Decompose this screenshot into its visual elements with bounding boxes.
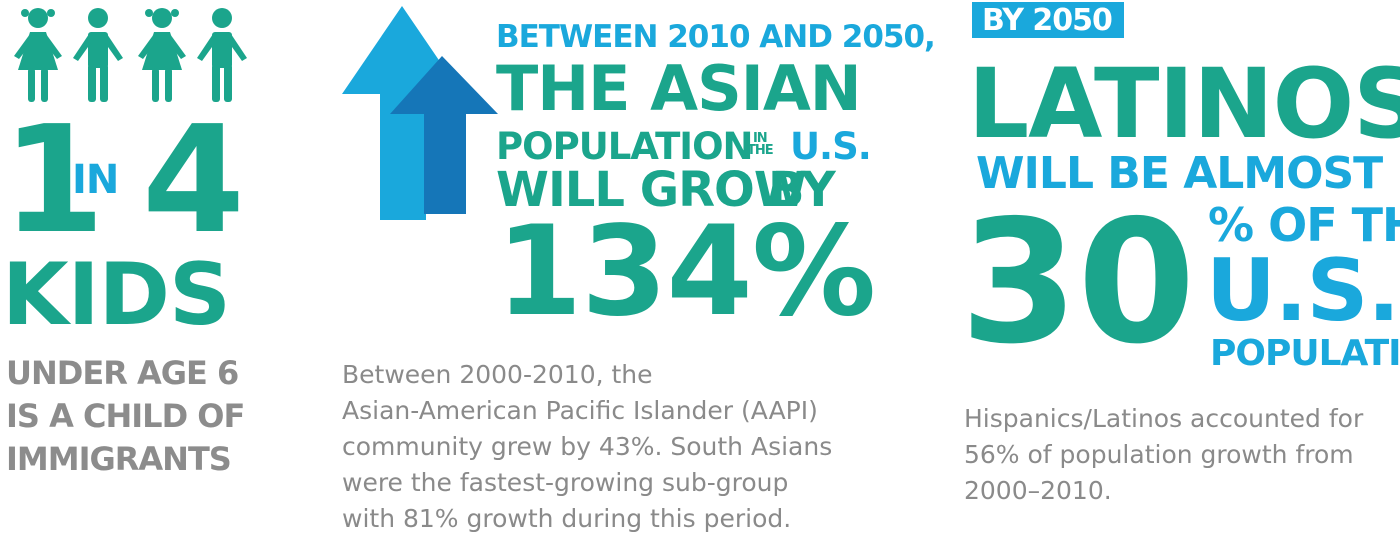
kids-caption-line: IS A CHILD OF [6, 397, 245, 435]
asian-body-text: Between 2000-2010, the Asian-American Pa… [342, 357, 832, 537]
latino-body-text: Hispanics/Latinos accounted for 56% of p… [964, 401, 1363, 509]
body-line: Between 2000-2010, the [342, 360, 653, 389]
body-line: with 81% growth during this period. [342, 504, 792, 533]
kid-icons-row [14, 8, 247, 102]
latino-us: U.S. [1206, 241, 1400, 341]
boy-icon [73, 8, 123, 102]
in-word: IN [752, 131, 768, 146]
asian-growth-value: 134% [496, 200, 876, 344]
body-line: were the fastest-growing sub-group [342, 468, 789, 497]
latinos-heading: LATINOS [968, 48, 1400, 160]
asian-will-grow: WILL GROW [496, 162, 807, 218]
ratio-four: 4 [142, 94, 245, 266]
up-arrows-icon [342, 6, 498, 220]
kids-caption: UNDER AGE 6 IS A CHILD OF IMMIGRANTS [6, 352, 245, 481]
kids-caption-line: IMMIGRANTS [6, 440, 232, 478]
body-line: Asian-American Pacific Islander (AAPI) [342, 396, 818, 425]
by-2050-badge: BY 2050 [972, 2, 1124, 38]
asian-headline-us: U.S. [790, 125, 872, 168]
asian-headline-1: BETWEEN 2010 AND 2050, [496, 19, 936, 55]
asian-headline-2: THE ASIAN [496, 52, 862, 125]
ratio-in: IN [72, 157, 119, 203]
body-line: Hispanics/Latinos accounted for [964, 404, 1364, 433]
boy-icon [197, 8, 247, 102]
girl-icon [138, 8, 186, 102]
body-line: 56% of population growth from [964, 440, 1354, 469]
asian-headline-population: POPULATION [496, 125, 753, 168]
body-line: 2000–2010. [964, 476, 1112, 505]
the-word: THE [747, 143, 774, 158]
asian-by: BY [768, 162, 836, 218]
latino-will-be-almost: WILL BE ALMOST [976, 148, 1383, 199]
latino-population: POPULATION [1210, 333, 1400, 374]
kids-heading: KIDS [2, 245, 231, 345]
body-line: community grew by 43%. South Asians [342, 432, 833, 461]
ratio-one: 1 [2, 94, 105, 266]
asian-in-the: IN THE [747, 131, 774, 158]
girl-icon [14, 8, 62, 102]
latino-percent-value: 30 [960, 184, 1196, 382]
kids-caption-line: UNDER AGE 6 [6, 354, 239, 392]
latino-percent-of-the: % OF THE [1208, 198, 1400, 252]
